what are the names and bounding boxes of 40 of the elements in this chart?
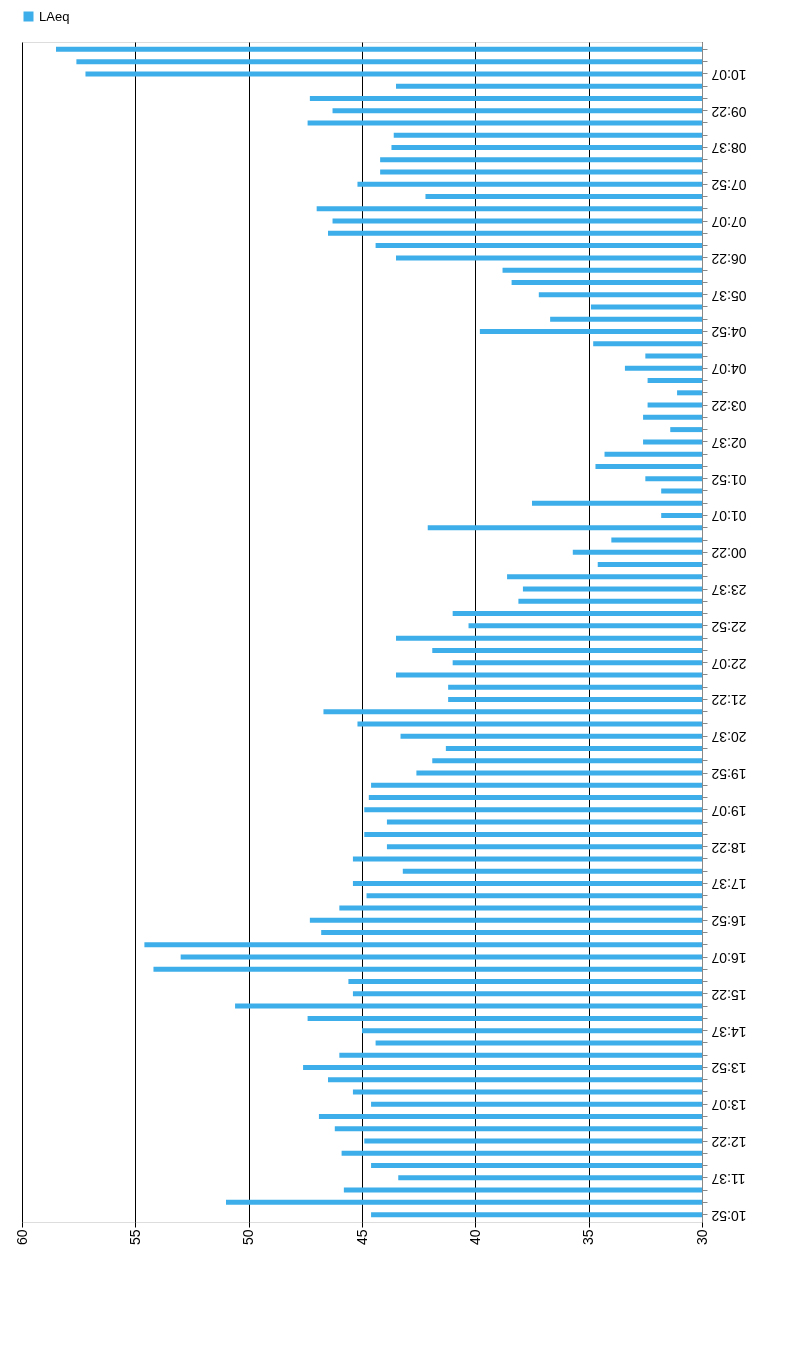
x-tick-label: 45 — [353, 1229, 370, 1246]
y-tick-label: 04:07 — [711, 361, 747, 378]
y-tick-label: 05:37 — [711, 287, 747, 304]
y-tick-label: 20:37 — [711, 729, 747, 746]
x-tick-label: 35 — [580, 1229, 597, 1246]
y-tick-label: 22:52 — [711, 618, 747, 635]
x-tick-label: 55 — [126, 1229, 143, 1246]
y-tick-label: 01:07 — [711, 508, 747, 525]
y-tick-label: 02:37 — [711, 434, 747, 451]
x-tick-label: 40 — [466, 1229, 483, 1246]
x-tick-label: 60 — [13, 1229, 30, 1246]
y-tick-label: 10:52 — [711, 1207, 747, 1224]
y-tick-label: 13:52 — [711, 1060, 747, 1077]
y-tick-label: 14:37 — [711, 1023, 747, 1040]
y-tick-label: 15:22 — [711, 986, 747, 1003]
y-tick-label: 18:22 — [711, 839, 747, 856]
y-tick-label: 07:07 — [711, 214, 747, 231]
y-tick-label: 04:52 — [711, 324, 747, 341]
y-tick-label: 09:22 — [711, 103, 747, 120]
y-tick-label: 13:07 — [711, 1097, 747, 1114]
y-tick-label: 03:22 — [711, 398, 747, 415]
y-tick-label: 06:22 — [711, 250, 747, 267]
y-tick-label: 08:37 — [711, 140, 747, 157]
legend-label: LAeq — [39, 8, 70, 24]
y-tick-label: 17:37 — [711, 876, 747, 893]
y-tick-label: 12:22 — [711, 1134, 747, 1151]
y-tick-label: 00:22 — [711, 545, 747, 562]
y-tick-label: 10:07 — [711, 66, 747, 83]
y-tick-label: 23:37 — [711, 582, 747, 599]
y-tick-label: 11:37 — [711, 1170, 746, 1187]
y-tick-label: 07:52 — [711, 177, 747, 194]
y-tick-label: 22:07 — [711, 655, 747, 672]
y-tick-label: 16:07 — [711, 950, 747, 967]
y-tick-label: 16:52 — [711, 913, 747, 930]
x-tick-label: 50 — [240, 1229, 257, 1246]
y-tick-label: 21:22 — [711, 692, 747, 709]
y-tick-label: 19:07 — [711, 802, 747, 819]
x-tick-label: 30 — [693, 1229, 710, 1246]
y-tick-label: 01:52 — [711, 471, 747, 488]
y-tick-label: 19:52 — [711, 766, 747, 783]
